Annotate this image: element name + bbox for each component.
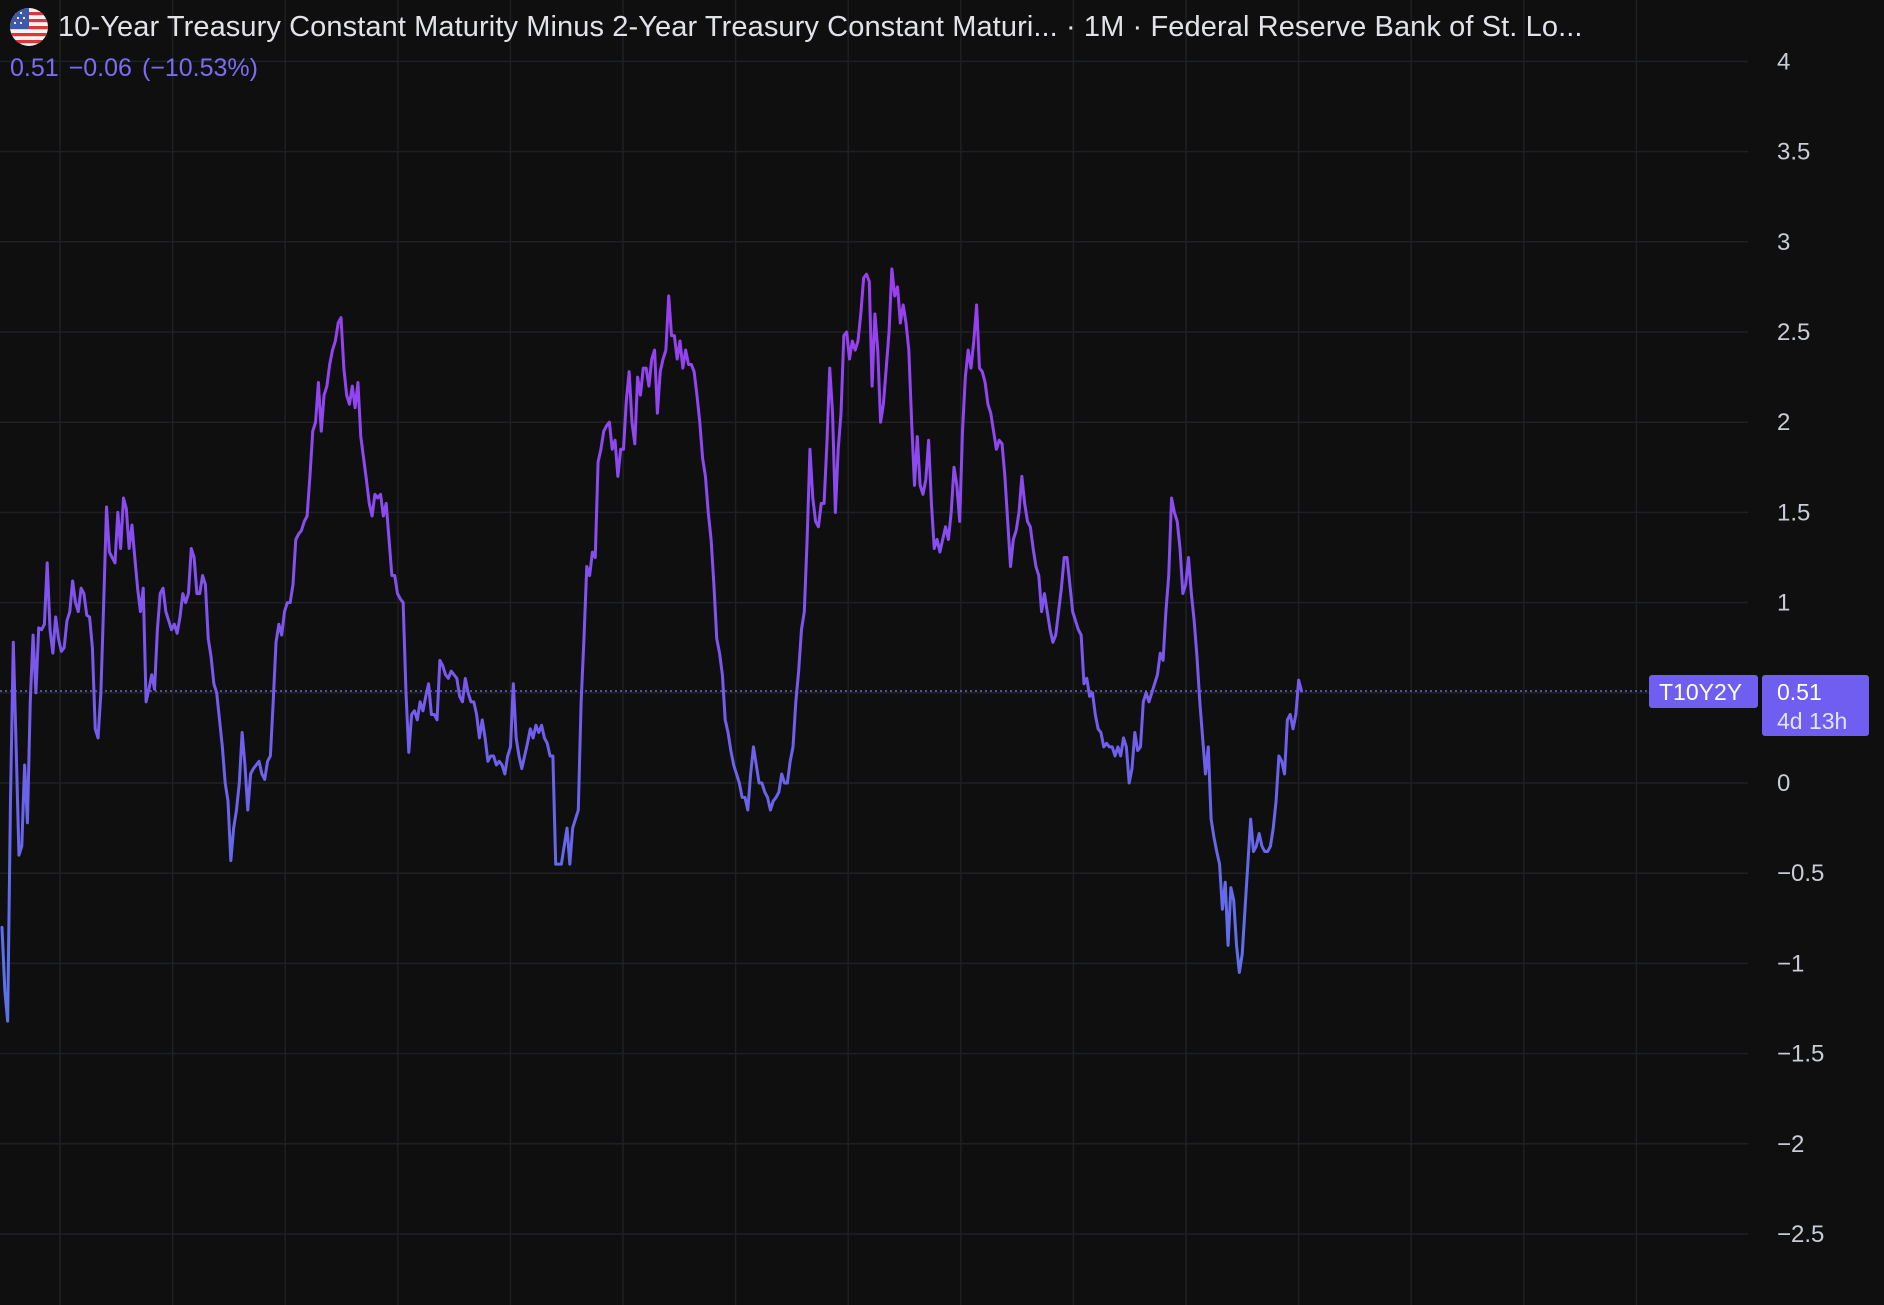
y-tick-label: 3.5 [1777,139,1810,166]
series-line[interactable] [0,267,1303,1023]
y-tick-label: 1.5 [1777,499,1810,526]
y-tick-label: −2.5 [1777,1221,1824,1248]
symbol-tag[interactable]: T10Y2Y [1649,675,1758,708]
y-tick-label: 3 [1777,229,1790,256]
symbol-tag-label: T10Y2Y [1659,679,1742,705]
price-tag-countdown: 4d 13h [1777,708,1847,734]
y-tick-label: −2 [1777,1131,1804,1158]
y-tick-label: 2 [1777,409,1790,436]
price-tag-value: 0.51 [1777,679,1822,705]
y-tick-label: 0 [1777,770,1790,797]
y-tick-label: 4 [1777,48,1790,75]
y-tick-label: −1.5 [1777,1041,1824,1068]
price-tag[interactable]: 0.51 4d 13h [1762,675,1869,736]
y-tick-label: 1 [1777,590,1790,617]
y-axis: 43.532.521.510.50−0.5−1−1.5−2−2.5 [1777,48,1824,1248]
y-tick-label: 2.5 [1777,319,1810,346]
y-tick-label: −1 [1777,950,1804,977]
y-tick-label: −0.5 [1777,860,1824,887]
chart-grid [0,0,1748,1305]
